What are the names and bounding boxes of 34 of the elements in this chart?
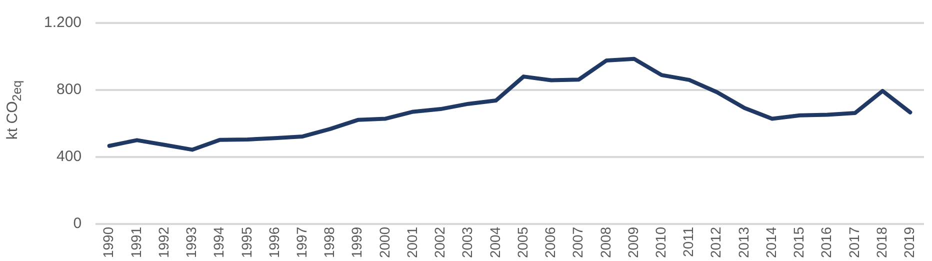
x-tick-label: 2008	[597, 226, 614, 258]
x-tick-label: 1993	[183, 226, 200, 258]
x-tick-label: 1998	[321, 226, 338, 258]
x-tick-label: 2010	[652, 226, 669, 258]
x-tick-label: 1995	[238, 226, 254, 258]
x-tick-label: 2013	[735, 226, 752, 258]
x-tick-label: 1990	[100, 226, 116, 258]
x-tick-label: 1997	[294, 226, 310, 258]
x-tick-label: 2016	[818, 226, 834, 258]
x-tick-label: 2017	[846, 226, 862, 258]
y-tick-label: 400	[56, 148, 82, 166]
y-tick-label: 0	[73, 214, 82, 232]
x-tick-label: 2006	[542, 226, 558, 258]
x-tick-label: 2003	[459, 226, 476, 258]
x-tick-label: 2019	[901, 226, 918, 258]
x-tick-label: 2004	[486, 226, 503, 258]
x-tick-label: 2014	[762, 226, 779, 258]
x-tick-label: 2009	[624, 226, 641, 258]
x-tick-label: 2007	[570, 226, 586, 258]
x-tick-label: 1999	[348, 226, 365, 258]
x-tick-label: 2018	[873, 226, 890, 258]
x-tick-label: 1992	[155, 226, 172, 258]
x-tick-label: 2005	[514, 226, 530, 258]
x-tick-label: 1994	[210, 226, 227, 258]
x-tick-label: 2000	[376, 226, 392, 258]
x-tick-label: 1991	[128, 226, 144, 258]
x-tick-label: 1996	[266, 226, 282, 258]
x-tick-label: 2002	[432, 226, 448, 258]
x-tick-label: 2015	[790, 226, 807, 258]
x-tick-label: 2001	[404, 226, 420, 258]
y-tick-label: 1.200	[44, 14, 82, 32]
x-tick-label: 2012	[708, 226, 724, 258]
x-tick-label: 2011	[680, 226, 696, 257]
y-tick-label: 800	[56, 81, 82, 98]
